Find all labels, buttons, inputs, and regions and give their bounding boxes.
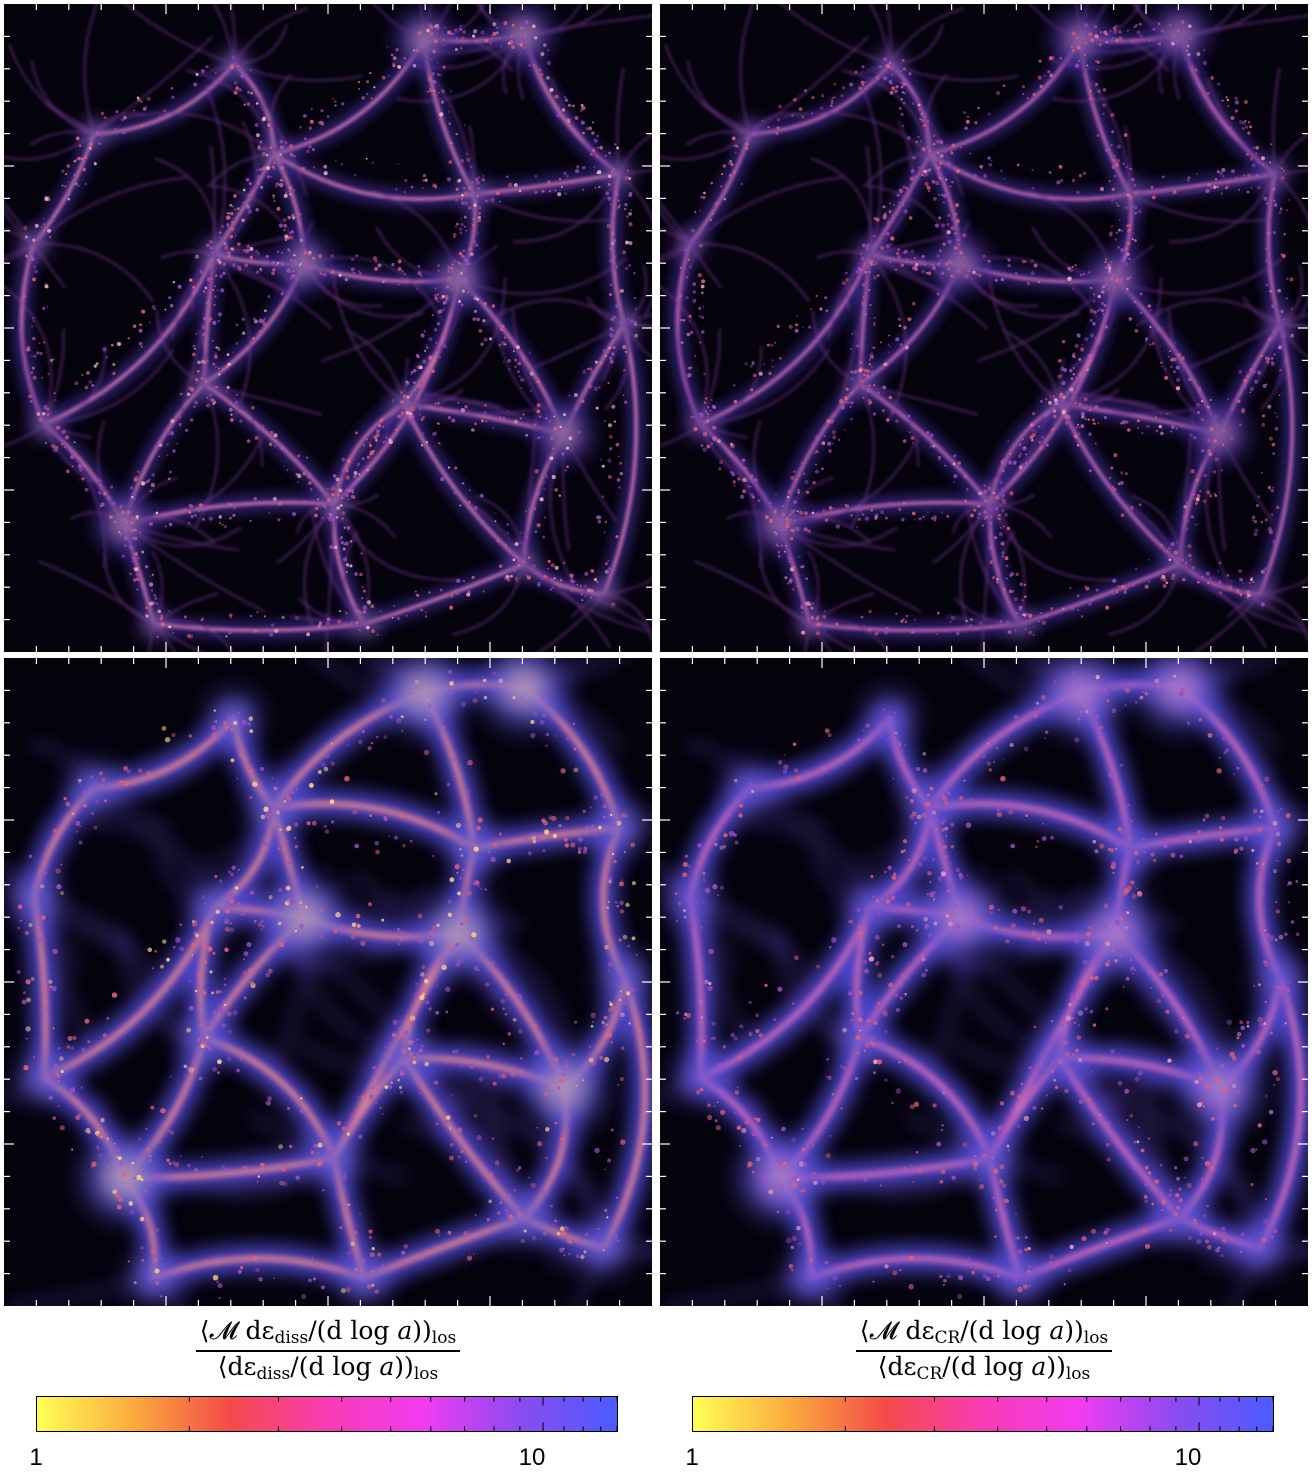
- colorbar-tick-min: 1: [685, 1444, 699, 1471]
- colorbar-tick-max: 10: [1174, 1444, 1202, 1471]
- colorbar-label: ⟨𝓜 dεdiss/(d log a))los ⟨dεdiss/(d log a…: [8, 1318, 648, 1383]
- map-panel-bottom-left: [4, 658, 652, 1306]
- colorbar-label: ⟨𝓜 dεCR/(d log a))los ⟨dεCR/(d log a))lo…: [664, 1318, 1304, 1383]
- colorbar-block-dissipated: ⟨𝓜 dεdiss/(d log a))los ⟨dεdiss/(d log a…: [8, 1318, 648, 1476]
- label-numerator: ⟨𝓜 dεCR/(d log a))los: [855, 1318, 1113, 1352]
- colorbar-gradient: [36, 1396, 618, 1432]
- map-panel-bottom-right: [660, 658, 1308, 1306]
- colorbar-tick-max: 10: [518, 1444, 546, 1471]
- cosmic-web-image: [660, 658, 1308, 1306]
- cosmic-web-image: [660, 4, 1308, 652]
- colorbar-block-cosmic-ray: ⟨𝓜 dεCR/(d log a))los ⟨dεCR/(d log a))lo…: [664, 1318, 1304, 1476]
- cosmic-web-image: [4, 4, 652, 652]
- map-panel-top-left: [4, 4, 652, 652]
- colorbar-gradient: [692, 1396, 1274, 1432]
- label-denominator: ⟨dεdiss/(d log a))los: [217, 1352, 439, 1384]
- map-panel-top-right: [660, 4, 1308, 652]
- colorbar-tick-min: 1: [29, 1444, 43, 1471]
- label-numerator: ⟨𝓜 dεdiss/(d log a))los: [195, 1318, 461, 1352]
- cosmic-web-image: [4, 658, 652, 1306]
- label-denominator: ⟨dεCR/(d log a))los: [877, 1352, 1091, 1384]
